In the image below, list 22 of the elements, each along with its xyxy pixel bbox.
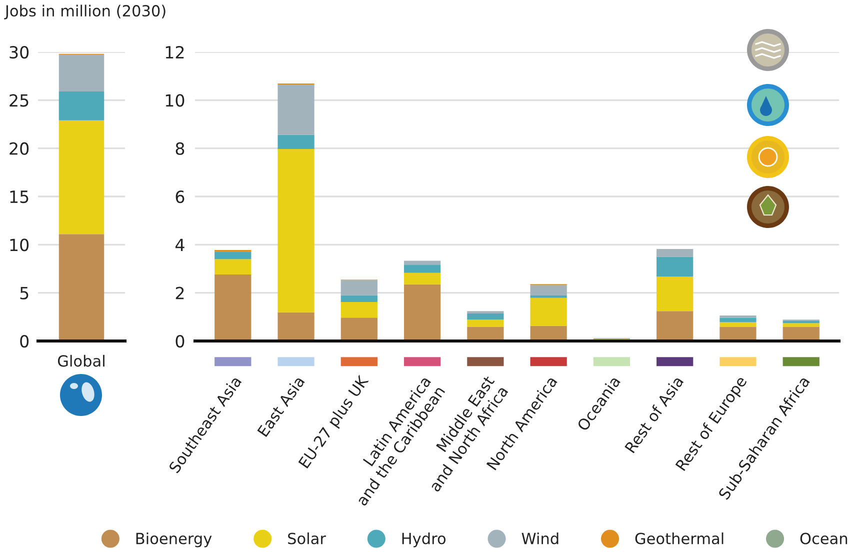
- y-axis-title: Jobs in million (2030): [4, 4, 166, 20]
- legend-label: Solar: [288, 532, 326, 544]
- y-tick-label: 12: [166, 46, 184, 58]
- y-tick-label: 25: [10, 94, 28, 107]
- y-tick-label: 6: [176, 190, 184, 204]
- y-tick-label: 0: [20, 334, 29, 348]
- legend-label: Geothermal: [635, 532, 724, 544]
- y-tick-label: 15: [10, 190, 28, 204]
- y-tick-label: 5: [20, 287, 28, 300]
- legend-label: Bioenergy: [136, 532, 212, 548]
- y-tick-label: 8: [176, 142, 184, 155]
- legend-label: Ocean: [800, 532, 848, 544]
- y-tick-label: 20: [10, 142, 29, 155]
- y-tick-label: 2: [176, 286, 184, 300]
- legend-label: Wind: [522, 532, 558, 544]
- y-tick-label: 30: [10, 46, 29, 59]
- legend-label: Hydro: [402, 532, 446, 548]
- x-tick-label: Global: [58, 354, 104, 367]
- y-tick-label: 10: [166, 94, 184, 107]
- y-tick-label: 4: [175, 238, 184, 251]
- y-tick-label: 10: [10, 238, 29, 252]
- y-tick-label: 0: [176, 334, 184, 348]
